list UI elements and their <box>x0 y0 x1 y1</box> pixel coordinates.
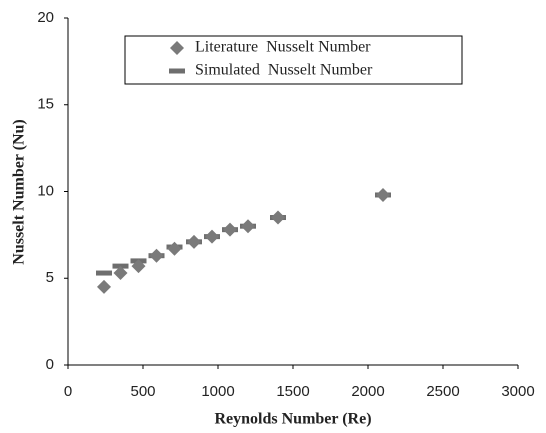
x-tick-label: 0 <box>64 383 72 400</box>
y-tick-label: 0 <box>46 356 54 373</box>
x-tick-label: 2000 <box>351 383 384 400</box>
x-axis-title: Reynolds Number (Re) <box>214 411 371 428</box>
point <box>223 222 237 237</box>
x-tick-label: 2500 <box>426 383 459 400</box>
x-tick-label: 1000 <box>201 383 234 400</box>
y-tick-label: 10 <box>37 182 54 199</box>
x-tick-label: 1500 <box>276 383 309 400</box>
legend-marker <box>170 41 184 55</box>
x-tick-label: 3000 <box>501 383 534 400</box>
point <box>205 229 219 244</box>
point <box>167 241 182 256</box>
legend-marker <box>169 68 185 74</box>
legend-box <box>124 35 463 85</box>
y-tick-label: 5 <box>46 269 54 286</box>
legend-label: Simulated Nusselt Number <box>195 62 373 79</box>
point <box>187 234 201 249</box>
point <box>149 248 164 263</box>
y-tick-label: 15 <box>37 96 54 113</box>
y-axis-title: Nusselt Number (Nu) <box>11 119 28 264</box>
x-tick-label: 500 <box>130 383 155 400</box>
point <box>97 279 111 294</box>
point <box>271 210 285 225</box>
point <box>131 259 146 274</box>
point <box>113 266 128 281</box>
point <box>376 187 390 202</box>
point <box>96 270 112 276</box>
y-tick-label: 20 <box>37 9 54 26</box>
point <box>241 219 255 234</box>
legend-label: Literature Nusselt Number <box>195 39 371 56</box>
